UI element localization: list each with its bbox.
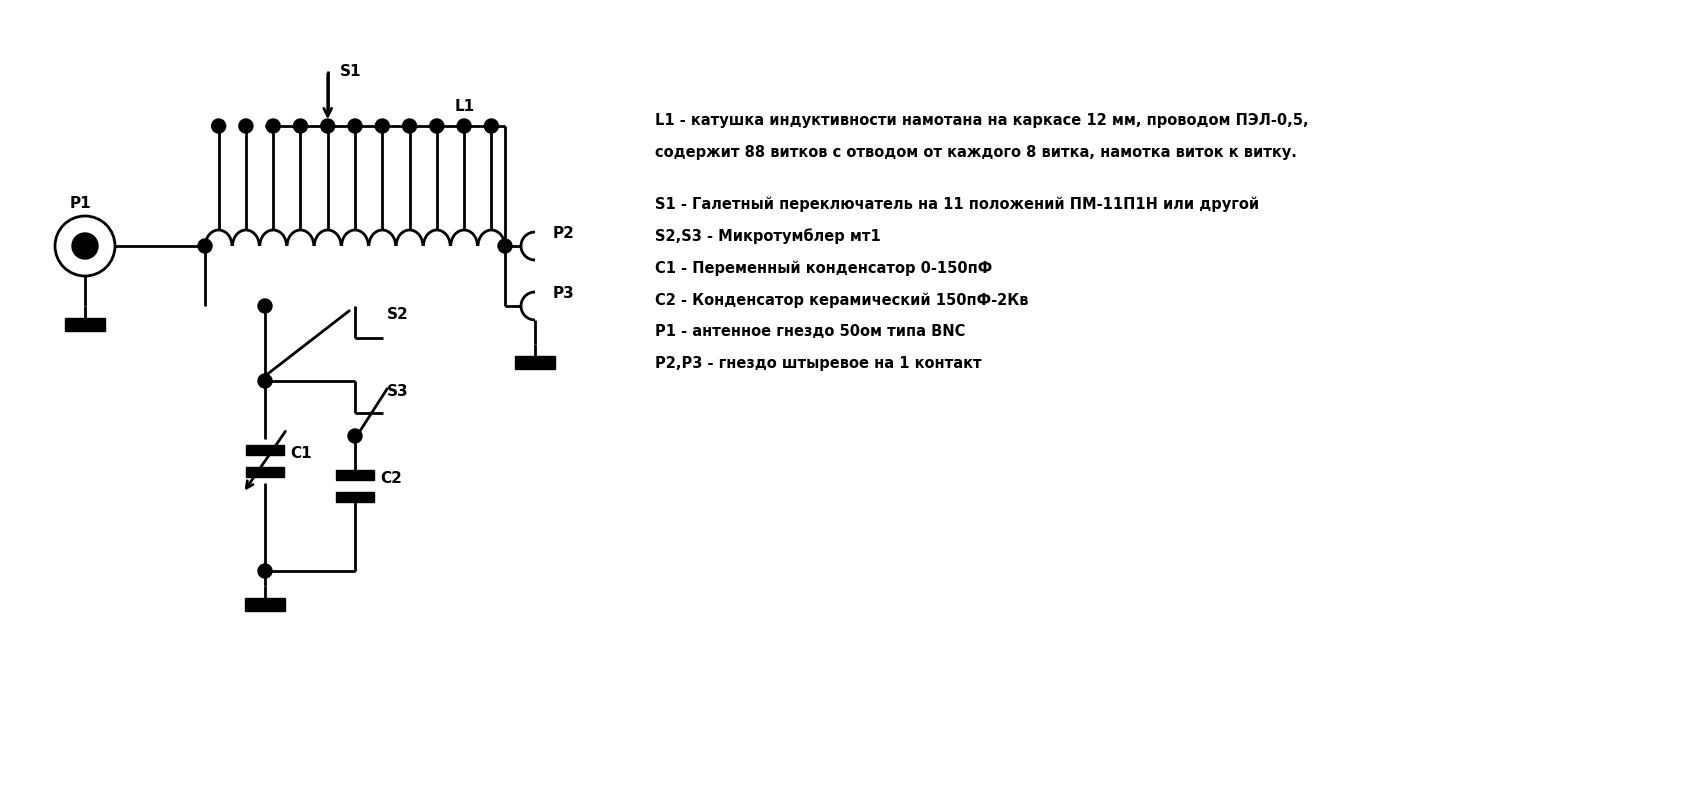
- Circle shape: [430, 119, 444, 133]
- Circle shape: [73, 233, 98, 259]
- Circle shape: [484, 119, 498, 133]
- Circle shape: [375, 119, 390, 133]
- Circle shape: [457, 119, 471, 133]
- Text: S1: S1: [339, 63, 361, 78]
- Bar: [246, 467, 284, 477]
- Text: C2: C2: [380, 471, 402, 486]
- Circle shape: [240, 119, 253, 133]
- Text: Р2,Р3 - гнездо штыревое на 1 контакт: Р2,Р3 - гнездо штыревое на 1 контакт: [655, 356, 982, 371]
- Circle shape: [267, 119, 280, 133]
- Circle shape: [498, 239, 511, 253]
- Circle shape: [321, 119, 334, 133]
- Bar: [336, 492, 375, 502]
- Text: S1 - Галетный переключатель на 11 положений ПМ-11П1Н или другой: S1 - Галетный переключатель на 11 положе…: [655, 196, 1259, 212]
- Circle shape: [348, 119, 361, 133]
- Text: С2 - Конденсатор керамический 150пФ-2Кв: С2 - Конденсатор керамический 150пФ-2Кв: [655, 292, 1028, 308]
- Text: P3: P3: [554, 286, 574, 301]
- Circle shape: [258, 564, 272, 578]
- Text: Р1 - антенное гнездо 50ом типа BNC: Р1 - антенное гнездо 50ом типа BNC: [655, 324, 966, 339]
- Bar: [246, 445, 284, 455]
- Circle shape: [197, 239, 213, 253]
- Circle shape: [402, 119, 417, 133]
- Text: содержит 88 витков с отводом от каждого 8 витка, намотка виток к витку.: содержит 88 витков с отводом от каждого …: [655, 145, 1296, 160]
- Text: L1: L1: [456, 99, 474, 114]
- Text: S3: S3: [387, 384, 408, 399]
- Bar: [245, 598, 285, 611]
- Text: P2: P2: [554, 226, 576, 241]
- Circle shape: [258, 299, 272, 313]
- Circle shape: [211, 119, 226, 133]
- Circle shape: [348, 429, 361, 443]
- Circle shape: [258, 374, 272, 388]
- Bar: [515, 356, 555, 369]
- Text: L1 - катушка индуктивности намотана на каркасе 12 мм, проводом ПЭЛ-0,5,: L1 - катушка индуктивности намотана на к…: [655, 113, 1308, 128]
- Text: S2,S3 - Микротумблер мт1: S2,S3 - Микротумблер мт1: [655, 228, 881, 244]
- Bar: [336, 470, 375, 480]
- Text: C1: C1: [290, 445, 312, 460]
- Text: P1: P1: [69, 196, 91, 211]
- Text: С1 - Переменный конденсатор 0-150пФ: С1 - Переменный конденсатор 0-150пФ: [655, 260, 993, 276]
- Text: S2: S2: [387, 306, 408, 321]
- Circle shape: [294, 119, 307, 133]
- Bar: [66, 318, 105, 331]
